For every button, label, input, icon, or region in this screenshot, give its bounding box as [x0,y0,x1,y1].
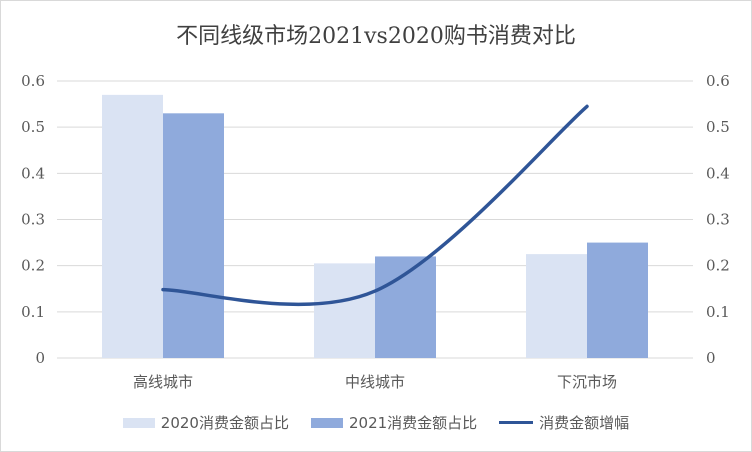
x-category-label: 高线城市 [133,373,193,391]
bar [526,254,587,358]
x-category-label: 中线城市 [345,373,405,391]
y-right-tick-label: 0.3 [706,211,730,229]
y-left-tick-label: 0.2 [21,257,45,275]
y-right-tick-label: 0.4 [706,164,730,182]
y-right-tick-label: 0.6 [706,72,730,90]
y-left-tick-label: 0.3 [21,211,45,229]
y-left-tick-label: 0.1 [21,303,45,321]
legend-item-2020: 2020消费金额占比 [122,412,289,433]
bar [587,242,648,358]
x-category-label: 下沉市场 [557,373,617,391]
chart-title: 不同线级市场2021vs2020购书消费对比 [176,24,576,49]
y-right-tick-label: 0 [706,349,716,367]
y-left-tick-label: 0 [35,349,45,367]
legend-swatch-growth [499,421,534,424]
series-line [161,104,589,307]
bar [163,113,224,358]
y-left-tick-label: 0.5 [21,118,45,136]
legend-item-2021: 2021消费金额占比 [310,412,478,433]
y-right-tick-label: 0.5 [706,118,730,136]
legend-swatch-2021 [310,417,343,428]
y-left-tick-label: 0.6 [21,72,45,90]
y-right-tick-label: 0.2 [706,257,730,275]
legend-swatch-2020 [122,417,155,428]
bar [102,94,163,358]
y-right-tick-label: 0.1 [706,303,730,321]
legend: 2020消费金额占比 2021消费金额占比 消费金额增幅 [0,412,752,433]
legend-label-2020: 2020消费金额占比 [160,414,289,432]
legend-label-growth: 消费金额增幅 [539,414,630,432]
legend-label-2021: 2021消费金额占比 [348,414,478,432]
legend-item-growth: 消费金额增幅 [499,412,629,433]
bar [314,263,375,358]
y-left-tick-label: 0.4 [21,164,45,182]
bar [375,256,436,358]
